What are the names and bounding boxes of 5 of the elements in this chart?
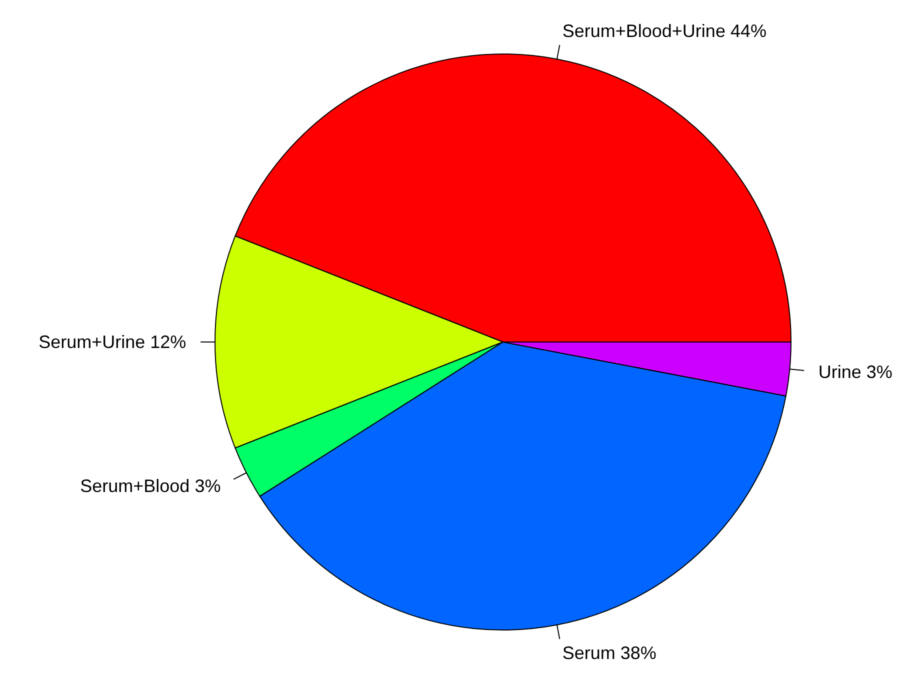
slice-label: Serum+Blood 3%: [80, 476, 221, 496]
slice-label: Serum+Urine 12%: [38, 332, 186, 352]
slice-label: Serum 38%: [562, 643, 656, 664]
slice-label: Urine 3%: [818, 362, 892, 382]
slice-label: Serum+Blood+Urine 44%: [562, 20, 766, 41]
